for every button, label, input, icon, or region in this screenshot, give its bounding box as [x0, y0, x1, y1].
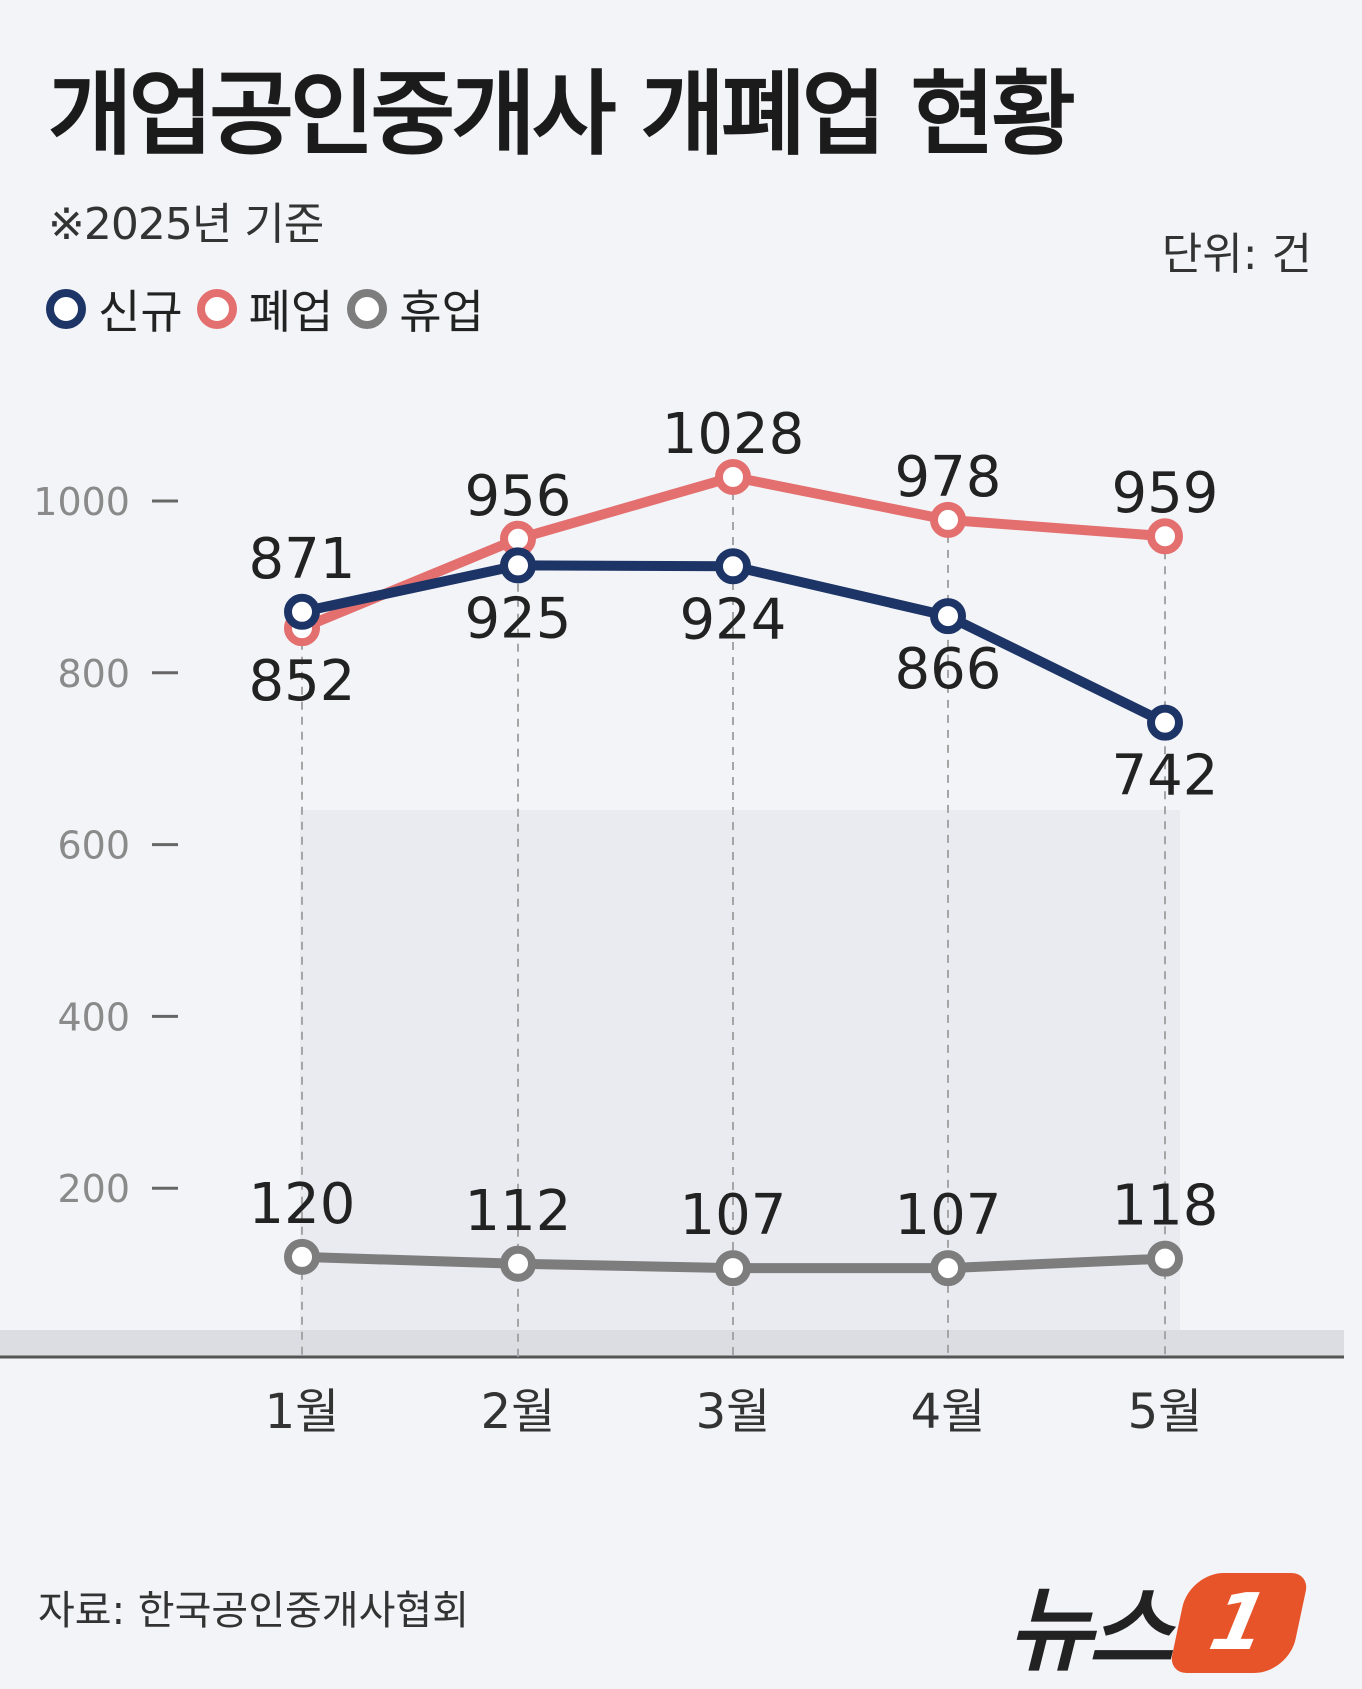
x-tick-label: 2월: [481, 1384, 556, 1440]
data-point: [1147, 1240, 1183, 1277]
data-point: [715, 458, 751, 495]
data-label: 925: [465, 586, 572, 651]
basis-note: ※2025년 기준: [48, 199, 324, 250]
data-label: 866: [895, 637, 1002, 702]
data-point: [930, 598, 966, 635]
legend: 신규 폐업 휴업: [46, 276, 498, 342]
data-label: 852: [249, 649, 356, 714]
x-tick-label: 4월: [911, 1384, 986, 1440]
data-label: 118: [1112, 1174, 1219, 1239]
legend-label-new: 신규: [98, 285, 183, 339]
data-label: 871: [249, 527, 356, 592]
legend-item-new: 신규: [46, 276, 183, 342]
unit-label: 단위: 건: [1161, 229, 1312, 280]
data-label: 107: [680, 1183, 787, 1248]
y-tick-label: 400: [57, 995, 130, 1039]
data-point: [715, 548, 751, 585]
x-tick-label: 3월: [696, 1384, 771, 1440]
source-note: 자료: 한국공인중개사협회: [38, 1588, 469, 1634]
data-label: 107: [895, 1183, 1002, 1248]
data-label: 120: [249, 1172, 356, 1237]
y-tick-label: 600: [57, 824, 130, 868]
data-point: [1147, 518, 1183, 555]
chart-title: 개업공인중개사 개폐업 현황: [48, 61, 1076, 168]
legend-label-closed: 폐업: [248, 285, 334, 339]
data-label: 112: [465, 1179, 572, 1244]
data-point: [500, 547, 536, 584]
brand-badge: 1: [1168, 1572, 1310, 1673]
data-point: [930, 1250, 966, 1287]
news1-logo: 뉴스 1: [1008, 1556, 1310, 1689]
data-point: [500, 1245, 536, 1282]
baseline-band: [0, 1330, 1344, 1358]
data-label: 956: [465, 464, 572, 529]
y-tick-label: 1000: [33, 480, 130, 524]
data-point: [930, 501, 966, 538]
data-point: [1147, 704, 1183, 741]
data-label: 742: [1112, 744, 1219, 809]
legend-marker-suspended: [347, 289, 388, 329]
y-tick-label: 200: [57, 1167, 130, 1211]
data-label: 978: [895, 445, 1002, 510]
brand-text: 뉴스: [1008, 1577, 1173, 1684]
x-tick-label: 1월: [265, 1384, 340, 1440]
legend-marker-closed: [196, 289, 237, 329]
data-point: [284, 1238, 320, 1275]
x-tick-label: 5월: [1128, 1384, 1203, 1440]
data-point: [284, 593, 320, 630]
data-label: 959: [1112, 461, 1219, 526]
legend-marker-new: [46, 289, 86, 329]
legend-label-suspended: 휴업: [399, 285, 484, 339]
legend-item-suspended: 휴업: [347, 276, 484, 342]
data-point: [715, 1250, 751, 1287]
y-tick-label: 800: [57, 652, 130, 696]
data-label: 924: [680, 587, 787, 652]
legend-item-closed: 폐업: [196, 276, 334, 342]
data-label: 1028: [662, 402, 805, 467]
